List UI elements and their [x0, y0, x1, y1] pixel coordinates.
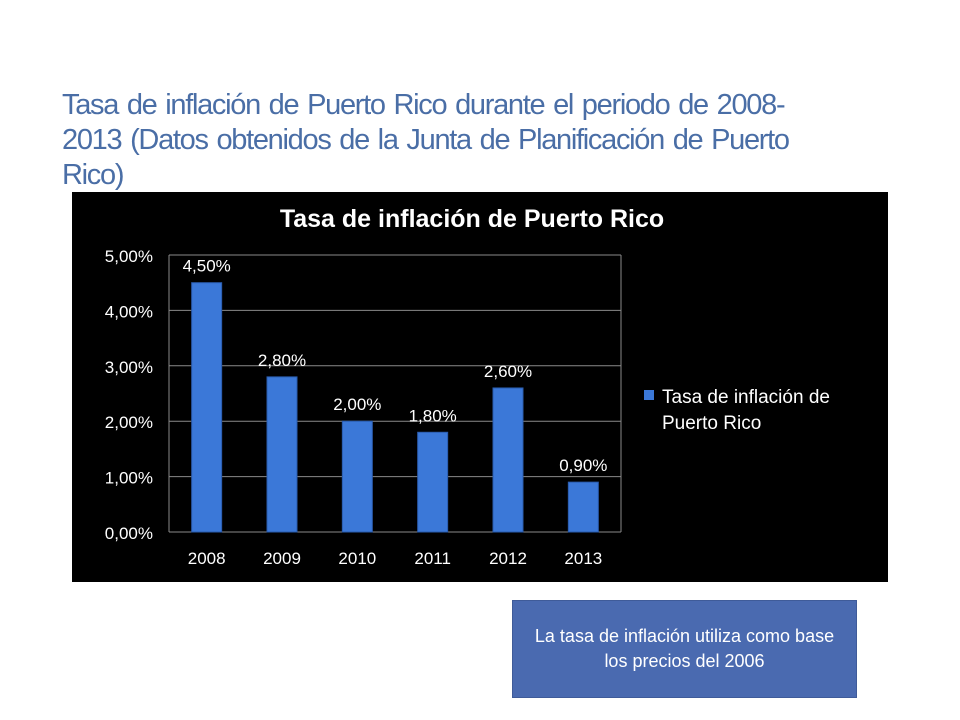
bar-2012 — [492, 387, 524, 533]
data-label: 1,80% — [409, 406, 457, 425]
y-tick-label: 0,00% — [105, 524, 153, 543]
y-tick-label: 4,00% — [105, 302, 153, 321]
legend: Tasa de inflación de Puerto Rico — [644, 387, 830, 434]
bars — [191, 282, 599, 533]
data-label: 2,00% — [333, 395, 381, 414]
bar-2008 — [191, 282, 223, 533]
x-tick-label: 2013 — [564, 549, 602, 568]
legend-swatch — [644, 390, 654, 400]
bar-2009 — [266, 376, 298, 533]
data-label: 2,60% — [484, 362, 532, 381]
legend-label: Puerto Rico — [662, 413, 761, 434]
note-box: La tasa de inflación utiliza como base l… — [512, 600, 857, 698]
bar-2011 — [417, 431, 449, 533]
chart-panel: Tasa de inflación de Puerto Rico 0,00% 1,… — [72, 192, 888, 582]
y-tick-label: 3,00% — [105, 358, 153, 377]
x-axis-ticks: 2008 2009 2010 2011 2012 2013 — [188, 549, 602, 568]
x-tick-label: 2008 — [188, 549, 226, 568]
x-tick-label: 2012 — [489, 549, 527, 568]
slide-title: Tasa de inflación de Puerto Rico durante… — [62, 89, 790, 191]
data-label: 4,50% — [183, 257, 231, 276]
note-text: La tasa de inflación utiliza como base l… — [534, 626, 835, 671]
y-axis-ticks: 0,00% 1,00% 2,00% 3,00% 4,00% 5,00% — [105, 247, 153, 543]
y-tick-label: 1,00% — [105, 469, 153, 488]
legend-label: Tasa de inflación de — [662, 387, 830, 408]
bar-2010 — [341, 420, 373, 533]
gridlines — [168, 254, 622, 533]
bar-labels: 4,50% 2,80% 2,00% 1,80% 2,60% 0,90% — [183, 257, 608, 475]
data-label: 0,90% — [559, 456, 607, 475]
bar-chart: Tasa de inflación de Puerto Rico 0,00% 1,… — [105, 205, 830, 568]
y-tick-label: 5,00% — [105, 247, 153, 266]
chart-title: Tasa de inflación de Puerto Rico — [280, 205, 664, 233]
data-label: 2,80% — [258, 351, 306, 370]
bar-2013 — [567, 481, 599, 533]
x-tick-label: 2010 — [338, 549, 376, 568]
x-tick-label: 2009 — [263, 549, 301, 568]
y-tick-label: 2,00% — [105, 413, 153, 432]
x-tick-label: 2011 — [414, 549, 451, 568]
